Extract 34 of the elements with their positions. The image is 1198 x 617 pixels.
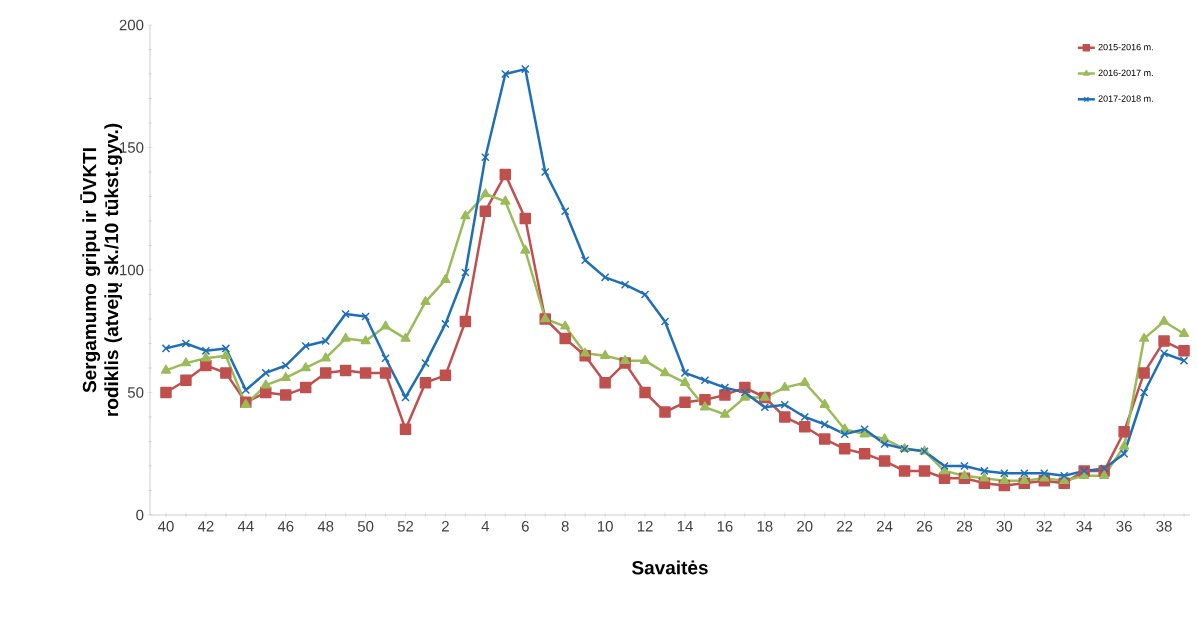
x-tick-label: 40 [157,521,174,532]
x-tick-label: 44 [237,521,254,532]
x-tick-label: 36 [1116,521,1132,532]
x-axis-title: Savaitės [631,560,708,575]
x-tick-label: 52 [397,521,414,532]
x-tick-label: 20 [797,521,813,532]
y-tick-label: 150 [120,142,144,153]
x-tick-label: 30 [996,521,1013,532]
legend-label: 2015-2016 m. [1098,43,1153,51]
x-tick-label: 38 [1156,521,1172,532]
x-tick-label: 12 [637,521,653,532]
y-tick-label: 0 [136,509,144,521]
x-tick-label: 14 [677,521,693,532]
x-tick-label: 2 [442,521,449,532]
x-tick-label: 6 [521,521,529,532]
x-tick-label: 46 [277,521,294,532]
y-tick-label: 50 [127,387,144,398]
x-tick-label: 24 [877,521,893,532]
x-tick-label: 32 [1036,521,1052,532]
x-tick-label: 28 [956,521,973,532]
x-tick-label: 4 [481,521,490,532]
x-tick-label: 50 [357,521,374,532]
x-tick-label: 48 [317,521,334,532]
x-tick-label: 16 [717,521,733,532]
legend-label: 2017-2018 m. [1098,95,1153,102]
x-tick-label: 22 [837,521,853,532]
x-tick-label: 42 [197,521,214,532]
x-tick-label: 8 [561,521,569,532]
x-tick-label: 10 [597,521,613,532]
x-tick-label: 18 [757,521,773,532]
y-tick-label: 200 [119,19,144,31]
legend-label: 2016-2017 m. [1098,69,1153,77]
x-tick-label: 34 [1076,521,1093,532]
x-tick-label: 26 [916,521,933,532]
